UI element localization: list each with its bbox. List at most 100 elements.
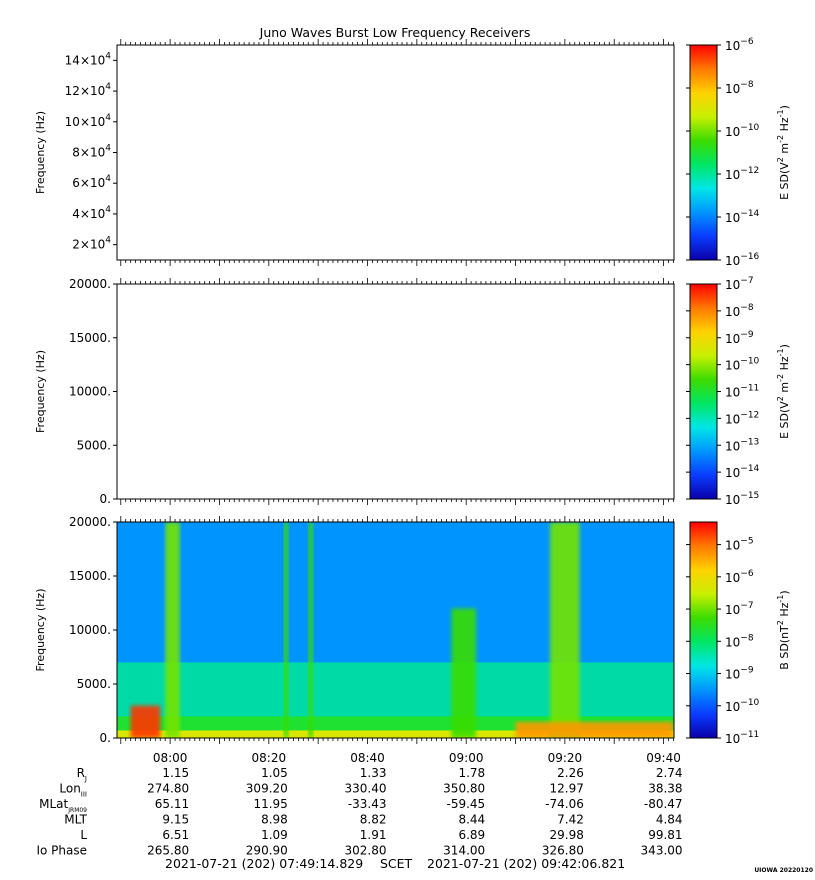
ephemeris-value: 1.05 xyxy=(261,766,288,780)
colorbar-tick-label: 10−6 xyxy=(725,37,754,53)
ephemeris-value: 65.11 xyxy=(155,797,189,811)
colorbar-tick-label: 10−6 xyxy=(725,569,754,585)
ephemeris-value: 7.42 xyxy=(557,813,584,827)
y-tick-label: 4×104 xyxy=(72,205,111,221)
intensification-6 xyxy=(550,522,580,738)
ephemeris-value: 11.95 xyxy=(253,797,287,811)
footer-start: 2021-07-21 (202) 07:49:14.829 xyxy=(165,856,364,871)
colorbar-tick-label: 10−14 xyxy=(725,464,760,480)
ephemeris-value: 1.78 xyxy=(458,766,485,780)
ephemeris-value: 8.98 xyxy=(261,813,288,827)
x-tick-label: 09:40 xyxy=(646,751,681,765)
ephemeris-row-label: LonIII xyxy=(59,782,87,799)
y-tick-label: 20000. xyxy=(69,277,111,291)
ephemeris-value: 314.00 xyxy=(443,844,485,858)
y-tick-label: 5000. xyxy=(77,677,111,691)
panels-group: 2×104 4×104 6×104 8×104 10×104 12×104 14×104 Fr… xyxy=(34,37,791,746)
colorbar-label: E SD(V2 m-2 Hz-1) xyxy=(776,105,791,200)
y-tick-label: 6×104 xyxy=(72,174,111,190)
x-tick-label: 08:00 xyxy=(153,751,188,765)
ephemeris-value: 99.81 xyxy=(648,828,682,842)
ephemeris-value: 265.80 xyxy=(147,844,189,858)
plot-frame xyxy=(116,283,675,500)
colorbar-label: E SD(V2 m-2 Hz-1) xyxy=(776,344,791,439)
panel-1: 2×104 4×104 6×104 8×104 10×104 12×104 14×104 Fr… xyxy=(34,37,791,268)
intensification-7 xyxy=(515,721,674,738)
ephemeris-row-label: L xyxy=(80,828,87,842)
colorbar-tick-label: 10−13 xyxy=(725,437,759,453)
ephemeris-value: 38.38 xyxy=(648,782,682,796)
ephemeris-value: 1.33 xyxy=(360,766,387,780)
ephemeris-value: 8.82 xyxy=(360,813,387,827)
ephemeris-row-label: RJ xyxy=(77,766,87,783)
y-tick-label: 20000. xyxy=(69,515,111,529)
colorbar-label: B SD(nT2 Hz-1) xyxy=(776,590,791,669)
colorbar-tick-label: 10−15 xyxy=(725,491,759,507)
ephemeris-value: 6.89 xyxy=(458,828,485,842)
intensification-5 xyxy=(451,608,477,738)
ephemeris-value: -59.45 xyxy=(446,797,485,811)
ephemeris-value: 4.84 xyxy=(656,813,683,827)
colorbar-tick-label: 10−10 xyxy=(725,357,760,373)
y-tick-label: 10×104 xyxy=(65,113,112,129)
x-tick-label: 09:20 xyxy=(548,751,583,765)
colorbar: 10−5 10−6 10−7 10−8 10−9 10−10 10−11 B SD(nT2 H… xyxy=(686,521,791,746)
ephemeris-value: 350.80 xyxy=(443,782,485,796)
ephemeris-value: 326.80 xyxy=(542,844,584,858)
colorbar: 10−7 10−8 10−9 10−10 10−11 10−12 10−13 10−14 10−… xyxy=(686,276,791,507)
y-tick-label: 0. xyxy=(100,492,111,506)
colorbar-tick-label: 10−12 xyxy=(725,166,759,182)
colorbar-tick-label: 10−9 xyxy=(725,666,754,682)
colorbar-tick-label: 10−10 xyxy=(725,698,760,714)
colorbar-tick-label: 10−11 xyxy=(725,384,759,400)
colorbar-tick-label: 10−8 xyxy=(725,303,754,319)
y-tick-label: 15000. xyxy=(69,331,111,345)
colorbar-tick-label: 10−16 xyxy=(725,252,760,268)
y-tick-label: 10000. xyxy=(69,385,111,399)
colorbar-tick-label: 10−7 xyxy=(725,601,754,617)
ephemeris-value: 1.91 xyxy=(360,828,387,842)
ephemeris-value: -74.06 xyxy=(545,797,584,811)
ephemeris-value: 6.51 xyxy=(162,828,189,842)
colorbar-tick-label: 10−9 xyxy=(725,330,754,346)
ephemeris-value: -33.43 xyxy=(348,797,387,811)
x-axis-labels: 08:00 08:20 08:40 09:00 09:20 09:40 xyxy=(153,751,681,765)
x-tick-label: 08:40 xyxy=(350,751,385,765)
ephemeris-value: 2.74 xyxy=(656,766,683,780)
ephemeris-value: 9.15 xyxy=(162,813,189,827)
intensification-2 xyxy=(165,522,180,738)
x-tick-label: 08:20 xyxy=(252,751,287,765)
colorbar-tick-label: 10−12 xyxy=(725,410,759,426)
panel-3: 0. 5000. 10000. 15000. 20000. Frequency (Hz) 1… xyxy=(34,515,791,746)
colorbar-tick-label: 10−7 xyxy=(725,276,754,292)
colorbar-tick-label: 10−5 xyxy=(725,537,754,553)
y-tick-label: 5000. xyxy=(77,438,111,452)
colorbar-tick-label: 10−14 xyxy=(725,209,760,225)
ephemeris-value: 330.40 xyxy=(344,782,386,796)
footer-end: 2021-07-21 (202) 09:42:06.821 xyxy=(427,856,626,871)
intensification-4 xyxy=(308,522,314,738)
figure-title: Juno Waves Burst Low Frequency Receivers xyxy=(259,25,531,40)
ephemeris-value: 290.90 xyxy=(246,844,288,858)
y-tick-label: 8×104 xyxy=(72,144,111,160)
y-axis-label: Frequency (Hz) xyxy=(34,589,47,672)
ephemeris-row-label: MLT xyxy=(64,813,87,827)
intensification-3 xyxy=(283,522,289,738)
credit-text: UIOWA 20220120 xyxy=(754,867,813,874)
ephemeris-value: 1.15 xyxy=(162,766,189,780)
footer-frame: SCET xyxy=(380,856,413,871)
colorbar: 10−6 10−8 10−10 10−12 10−14 10−16 E SD(V2 m-2 … xyxy=(686,37,791,268)
ephemeris-table: RJ 1.15 1.05 1.33 1.78 2.26 2.74 LonIII 274.80 30… xyxy=(36,766,682,858)
ephemeris-value: 29.98 xyxy=(550,828,584,842)
plot-frame xyxy=(116,44,675,261)
colorbar-tick-label: 10−10 xyxy=(725,123,760,139)
ephemeris-row-label: MLatJRM09 xyxy=(39,797,87,814)
y-tick-label: 12×104 xyxy=(65,82,112,98)
ephemeris-value: -80.47 xyxy=(644,797,683,811)
colorbar-tick-label: 10−8 xyxy=(725,80,754,96)
y-tick-label: 10000. xyxy=(69,623,111,637)
ephemeris-row-label: Io Phase xyxy=(36,844,87,858)
x-tick-label: 09:00 xyxy=(449,751,484,765)
ephemeris-value: 1.09 xyxy=(261,828,288,842)
